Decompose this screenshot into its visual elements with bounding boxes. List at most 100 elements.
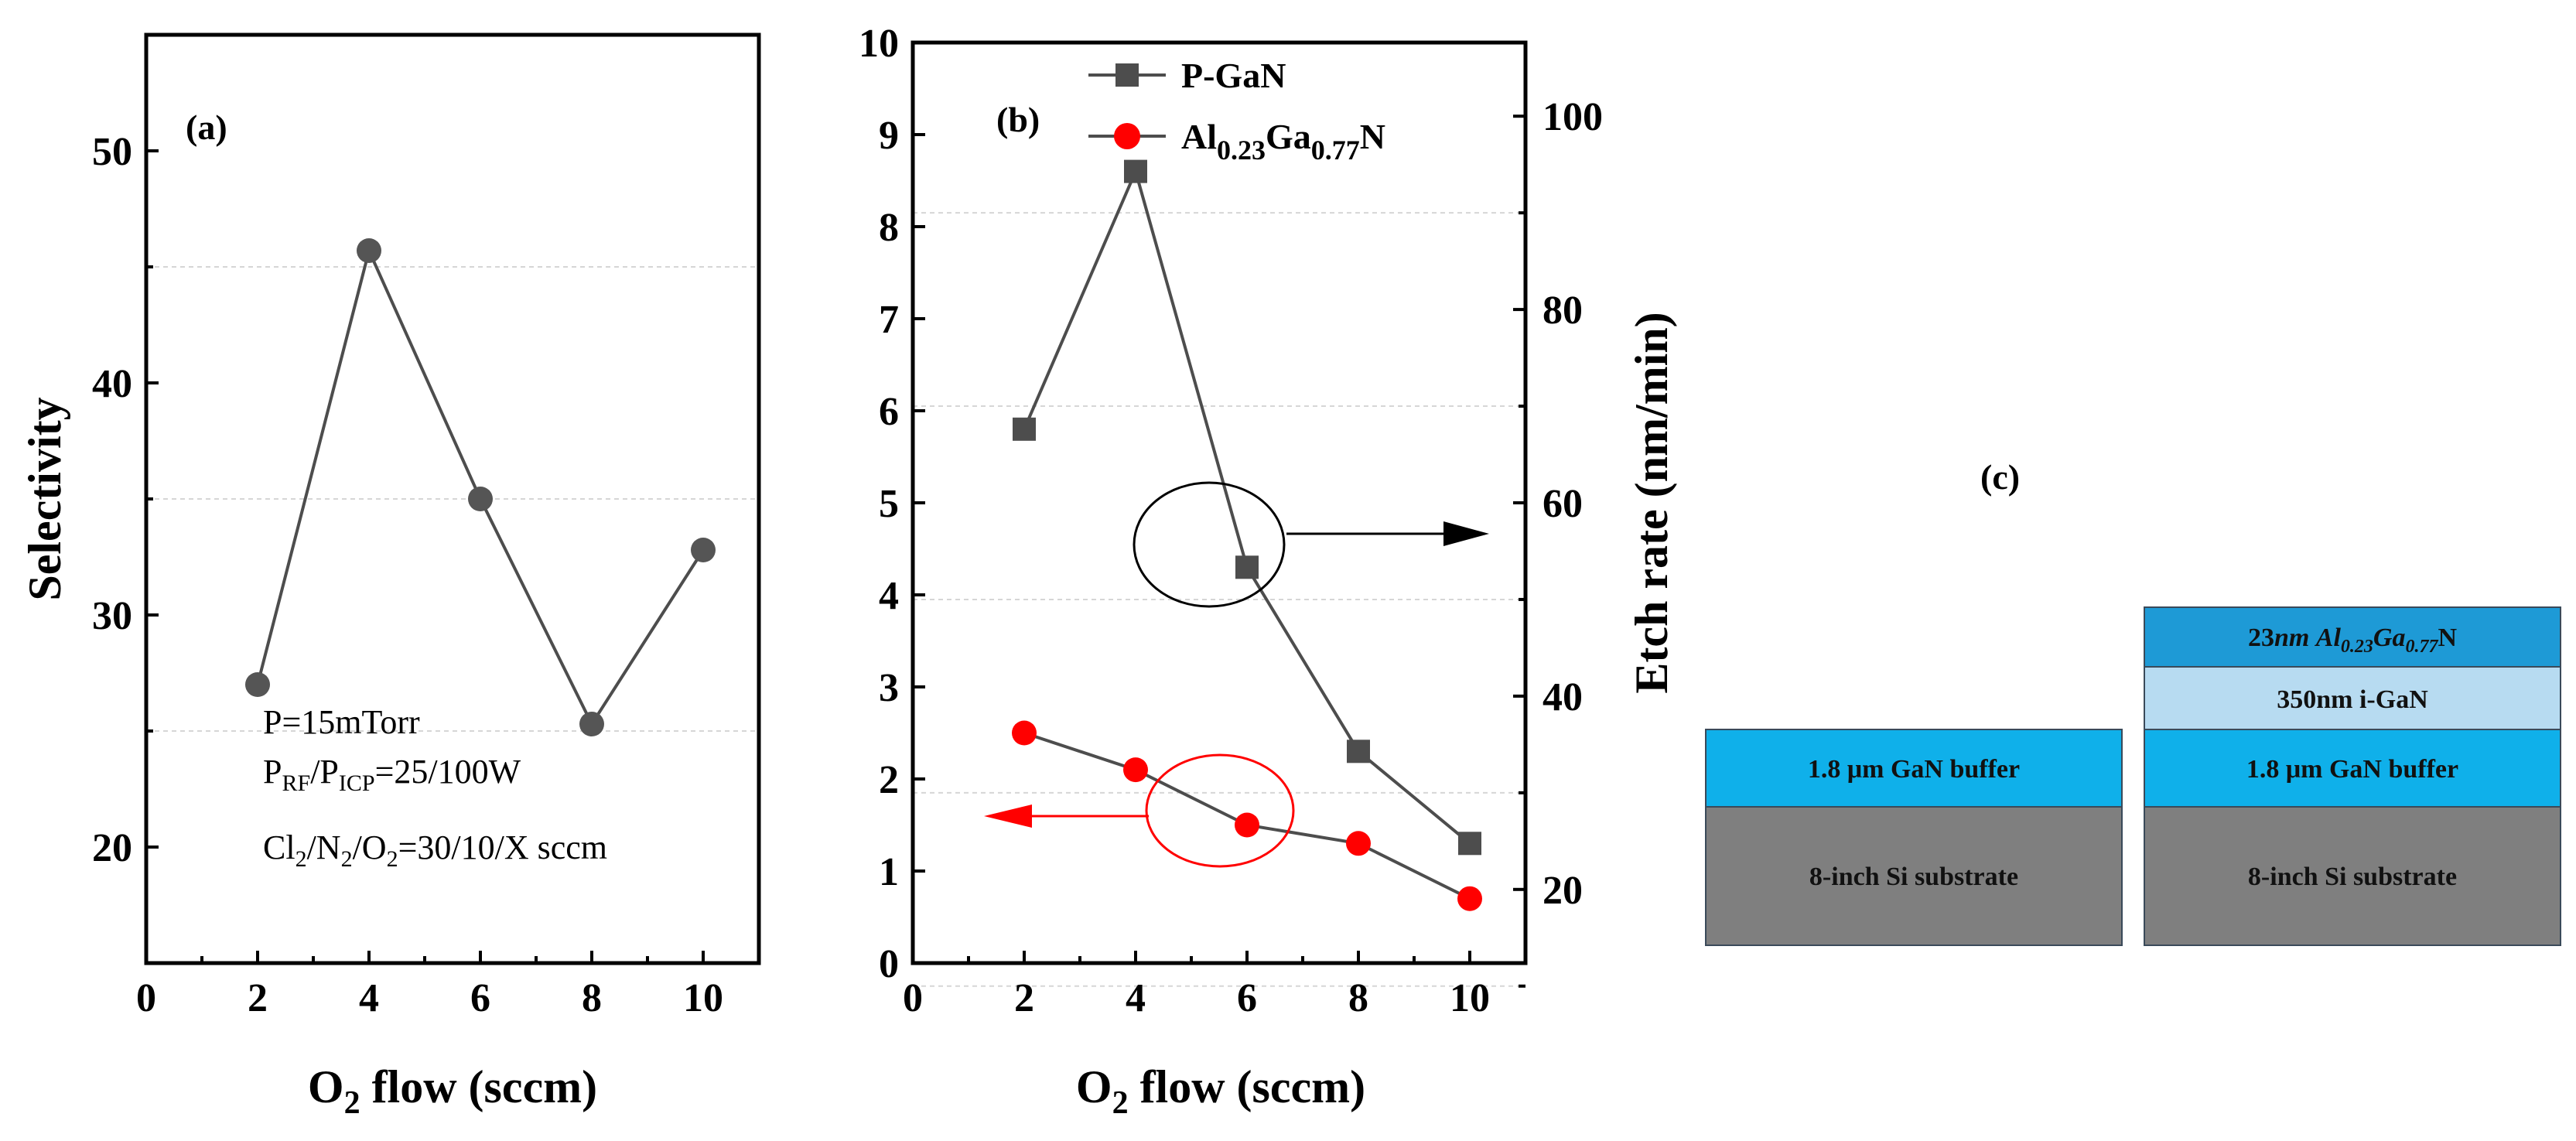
right-barrier-text: 23nm Al0.23Ga0.77N [2248,623,2458,657]
panel-b-right-y-axis: 20 40 60 80 100 [1513,95,1603,988]
panel-a-y-axis: 20 30 40 50 [92,130,159,870]
panel-b: 0 2 4 6 8 10 0 1 2 3 4 5 6 7 8 9 10 20 40 60 80 100 (b) P-G… [859,22,1677,1121]
algan-point [1012,720,1037,746]
panel-b-x-axis: 0 2 4 6 8 10 [903,951,1490,1020]
barrier-n: N [2438,623,2457,652]
gas-cl-sub: 2 [296,846,307,872]
xlabel-b-sub: 2 [1112,1085,1129,1121]
panel-a-power: PRF/PICP=25/100W [263,753,521,796]
algan-point [1457,886,1482,911]
panel-a-x-tick-label: 2 [248,976,268,1020]
panel-b-y-tick-label: 9 [879,114,899,158]
power-sub-icp: ICP [339,770,375,796]
right-igan-layer [2144,666,2561,730]
panel-a-point [245,672,270,697]
pgan-point [1347,740,1370,764]
panel-b-y-tick-label: 8 [879,206,899,250]
power-sub-rf: RF [282,770,310,796]
xlabel-b-rest: flow (sccm) [1129,1061,1366,1112]
panel-c-label: (c) [1980,457,2020,497]
panel-a-pressure: P=15mTorr [263,703,420,741]
xlabel-b-main: O [1076,1061,1112,1112]
left-layer-stack: 1.8 μm GaN buffer 8-inch Si substrate [1705,729,2123,946]
panel-b-right-tick-label: 100 [1543,95,1603,139]
panel-a-y-tick-label: 40 [92,362,132,406]
left-substrate-layer [1705,806,2123,946]
power-mid: /P [310,753,339,791]
panel-b-x-tick-label: 0 [903,976,923,1020]
power-prefix: P [263,753,282,791]
panel-b-y-tick-label: 3 [879,666,899,710]
gas-o: /O [353,828,387,866]
panel-b-y-tick-label: 5 [879,482,899,526]
legend-algan-marker [1114,123,1140,149]
right-buffer-layer [2144,729,2561,808]
panel-b-x-axis-title: O2 flow (sccm) [1076,1061,1365,1121]
panel-b-y-tick-label: 2 [879,758,899,802]
panel-a-y-axis-title: Selectivity [19,397,70,600]
right-buffer-text: 1.8 μm GaN buffer [2246,755,2458,784]
barrier-ga: Ga [2373,623,2406,652]
algan-annotation-circle [1145,753,1295,868]
panel-b-left-y-axis: 0 1 2 3 4 5 6 7 8 9 10 [859,22,925,986]
left-substrate-text: 8-inch Si substrate [1809,863,2018,891]
panel-a-data-points [245,238,716,736]
panel-b-label: (b) [996,100,1040,139]
panel-a-x-axis-title: O2 flow (sccm) [308,1061,597,1121]
algan-point [1235,812,1259,838]
gas-cl: Cl [263,828,296,866]
panel-b-x-tick-label: 6 [1237,976,1257,1020]
right-barrier-layer [2144,606,2561,668]
algan-point [1346,831,1371,856]
barrier-thickness: 23 [2248,623,2274,652]
barrier-al-sub: 0.23 [2341,637,2373,657]
panel-c: (c) 1.8 μm GaN buffer 8-inch Si substrat… [1705,457,2561,946]
algan-point [1123,757,1148,783]
pgan-point [1458,832,1481,856]
gas-n: /N [307,828,341,866]
pgan-right-axis-arrowhead [1443,521,1489,546]
legend-ga: Ga [1266,117,1311,156]
panel-a-x-tick-label: 6 [470,976,490,1020]
panel-a-x-tick-label: 4 [359,976,379,1020]
left-buffer-text: 1.8 μm GaN buffer [1808,755,2020,784]
pgan-series-line [1023,166,1471,845]
barrier-al: Al [2315,623,2342,652]
xlabel-a-rest: flow (sccm) [360,1061,598,1112]
pgan-point [1124,159,1147,183]
legend-pgan-marker [1115,63,1139,87]
right-substrate-layer [2144,806,2561,946]
panel-b-right-tick-label: 20 [1543,869,1583,913]
panel-b-right-y-axis-title: Etch rate (nm/min) [1626,312,1677,693]
xlabel-a-main: O [308,1061,344,1112]
panel-a-y-tick-label: 50 [92,130,132,174]
panel-a-x-tick-label: 10 [683,976,723,1020]
power-suffix: =25/100W [375,753,521,791]
panel-b-x-tick-label: 8 [1348,976,1368,1020]
legend-ga-sub: 0.77 [1311,135,1360,166]
panel-b-x-tick-label: 2 [1014,976,1034,1020]
pgan-annotation-circle [1133,481,1286,608]
panel-b-x-tick-label: 4 [1126,976,1146,1020]
panel-a-y-tick-label: 30 [92,594,132,638]
legend-algan-label: Al0.23Ga0.77N [1181,117,1385,166]
panel-a-gridlines [146,266,759,732]
gas-ratio: =30/10/X sccm [398,828,607,866]
barrier-ga-sub: 0.77 [2405,637,2438,657]
panel-a-point [579,712,604,736]
panel-b-y-tick-label: 1 [879,850,899,894]
panel-b-y-tick-label: 7 [879,298,899,342]
pgan-point [1235,555,1259,579]
barrier-unit: nm [2274,623,2309,652]
pgan-series-points [1013,159,1481,856]
panel-a-gases: Cl2/N2/O2=30/10/X sccm [263,828,607,872]
gas-n-sub: 2 [341,846,353,872]
panel-a-label: (a) [186,108,227,147]
panel-b-y-tick-label: 4 [879,574,899,618]
panel-b-legend: P-GaN Al0.23Ga0.77N [1088,56,1385,166]
panel-b-right-tick-label: 60 [1543,482,1583,526]
panel-b-right-tick-label: 40 [1543,675,1583,719]
panel-a-y-tick-label: 20 [92,826,132,870]
